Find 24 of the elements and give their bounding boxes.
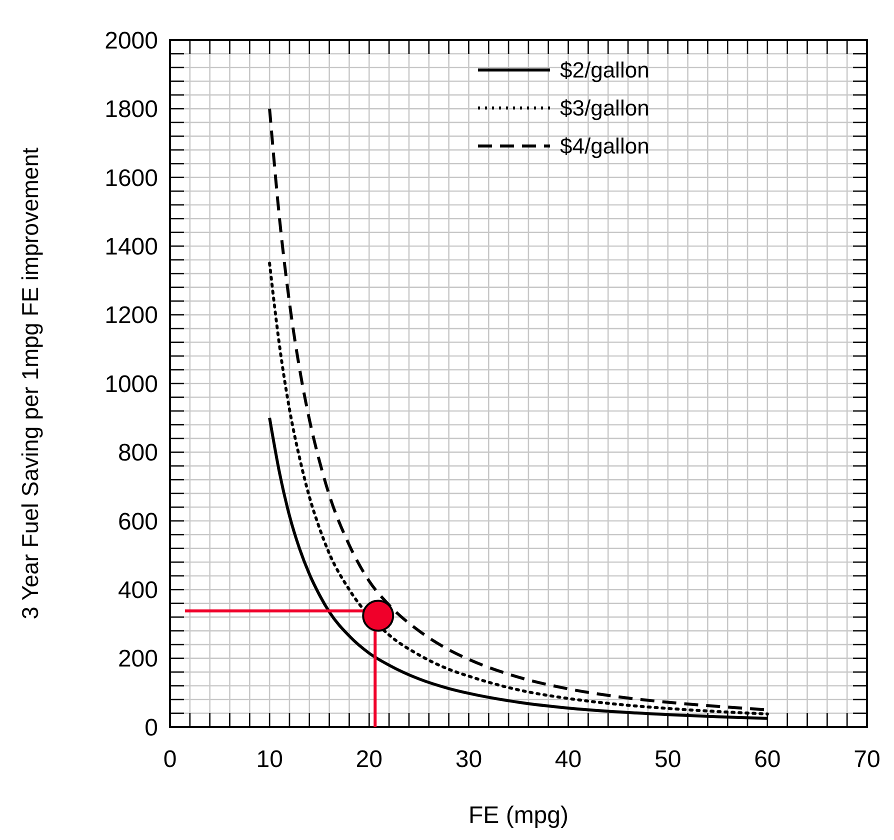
x-tick-label: 30: [455, 746, 482, 773]
y-tick-label: 400: [118, 577, 158, 604]
x-tick-label: 10: [256, 746, 283, 773]
x-tick-label: 40: [554, 746, 582, 773]
x-tick-label: 50: [654, 746, 682, 773]
y-tick-label: 1000: [104, 370, 158, 398]
x-tick-label: 60: [754, 746, 781, 773]
y-tick-label: 1400: [104, 234, 158, 260]
y-tick-label: 2000: [104, 27, 158, 54]
y-tick-label: 1600: [104, 164, 158, 192]
x-tick-label: 0: [163, 746, 177, 773]
legend-label: $2/gallon: [560, 58, 650, 83]
y-tick-label: 200: [118, 646, 158, 673]
y-tick-label: 1800: [104, 96, 158, 124]
y-tick-label: 1200: [104, 302, 158, 330]
y-tick-label: 800: [118, 440, 158, 467]
y-axis-title: 3 Year Fuel Saving per 1mpg FE improvement: [17, 147, 43, 620]
y-tick-label: 0: [144, 714, 158, 742]
legend-label: $3/gallon: [560, 96, 650, 121]
x-tick-label: 70: [854, 746, 880, 773]
x-tick-label: 20: [356, 746, 382, 773]
legend-label: $4/gallon: [560, 134, 650, 159]
y-tick-label: 600: [118, 508, 158, 536]
x-axis-title: FE (mpg): [468, 802, 569, 829]
